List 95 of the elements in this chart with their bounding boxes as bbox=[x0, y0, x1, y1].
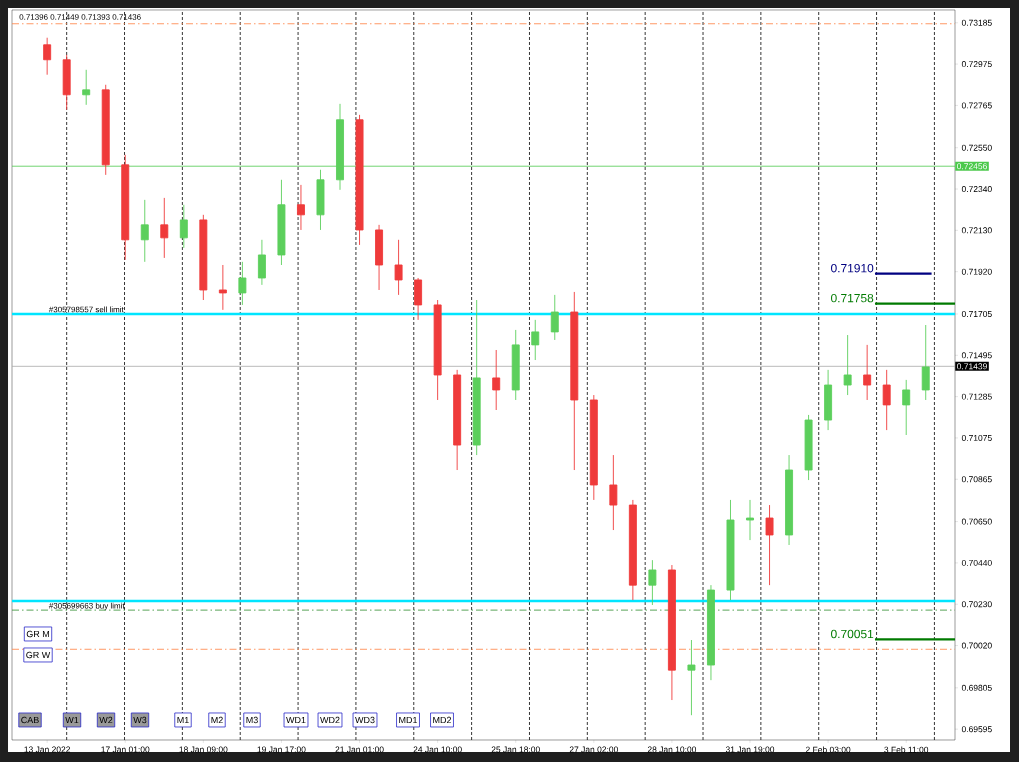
ref-line-label: 0.71758 bbox=[831, 293, 874, 303]
annotation: M1 bbox=[177, 716, 189, 724]
candlestick bbox=[687, 639, 696, 716]
annotation: M3 bbox=[246, 716, 258, 724]
candlestick bbox=[648, 559, 657, 606]
x-tick-label: 2 Feb 03:00 bbox=[805, 746, 851, 753]
candlestick bbox=[902, 379, 911, 436]
y-tick-label: 0.72550 bbox=[961, 144, 992, 151]
y-tick-label: 0.70230 bbox=[961, 601, 992, 608]
y-tick-label: 0.70440 bbox=[961, 559, 992, 566]
y-tick-label: 0.69595 bbox=[961, 726, 992, 733]
annotation: GR W bbox=[26, 651, 51, 659]
candlestick bbox=[472, 299, 481, 456]
candlestick bbox=[101, 84, 110, 176]
candlestick bbox=[531, 319, 540, 361]
x-tick-label: 24 Jan 10:00 bbox=[413, 746, 462, 753]
candlestick bbox=[199, 214, 208, 301]
candlestick bbox=[238, 261, 247, 306]
candlestick bbox=[570, 291, 579, 471]
candlestick bbox=[707, 584, 715, 681]
candlestick bbox=[316, 169, 325, 231]
candlestick bbox=[453, 369, 462, 471]
candlestick bbox=[375, 224, 384, 291]
annotation: MD1 bbox=[399, 716, 418, 724]
candlestick bbox=[257, 239, 266, 286]
candlestick bbox=[179, 204, 188, 249]
annotation: WD1 bbox=[286, 716, 306, 724]
ref-line-label: 0.70051 bbox=[831, 629, 874, 639]
x-tick-label: 13 Jan 2022 bbox=[24, 746, 71, 753]
y-tick-label: 0.71495 bbox=[961, 352, 992, 359]
candlestick bbox=[921, 324, 930, 401]
candlestick bbox=[843, 334, 852, 396]
annotation: W2 bbox=[99, 716, 113, 724]
x-tick-label: 31 Jan 19:00 bbox=[725, 746, 775, 753]
annotation: M2 bbox=[211, 716, 223, 724]
candlestick bbox=[394, 239, 403, 296]
candlestick bbox=[433, 299, 442, 401]
candlestick bbox=[492, 349, 501, 411]
x-tick-label: 27 Jan 02:00 bbox=[569, 746, 618, 753]
ref-line-label: 0.72456 bbox=[957, 163, 987, 170]
candlestick bbox=[121, 154, 130, 261]
candlestick bbox=[414, 277, 423, 321]
candlestick bbox=[550, 294, 559, 341]
candlestick bbox=[277, 179, 286, 266]
y-tick-label: 0.73185 bbox=[961, 19, 992, 26]
candlestick bbox=[882, 369, 891, 431]
annotation: W1 bbox=[65, 716, 79, 724]
candlestick bbox=[82, 69, 91, 106]
candlestick bbox=[746, 499, 754, 541]
candlestick bbox=[218, 264, 227, 311]
candlestick bbox=[609, 454, 618, 531]
candlestick bbox=[863, 344, 872, 401]
candlestick bbox=[785, 454, 794, 546]
y-tick-label: 0.71075 bbox=[961, 434, 992, 441]
candlestick bbox=[140, 199, 149, 263]
annotation: MD2 bbox=[433, 716, 452, 724]
candlestick bbox=[589, 394, 598, 501]
candlestick bbox=[336, 103, 344, 191]
candlestick bbox=[160, 197, 169, 259]
y-tick-label: 0.72975 bbox=[961, 61, 992, 68]
ref-line-label: 0.71439 bbox=[957, 363, 987, 370]
candlestick bbox=[43, 37, 52, 76]
candlestick bbox=[628, 499, 637, 601]
candlestick bbox=[765, 504, 774, 586]
x-tick-label: 28 Jan 10:00 bbox=[647, 746, 697, 753]
candlestick bbox=[667, 564, 676, 701]
annotation: WD2 bbox=[320, 716, 340, 724]
y-tick-label: 0.70020 bbox=[961, 642, 992, 649]
candlestick bbox=[804, 414, 813, 481]
y-tick-label: 0.72765 bbox=[961, 102, 992, 109]
y-tick-label: 0.72130 bbox=[961, 227, 992, 234]
candlestick bbox=[726, 499, 735, 601]
candlestick bbox=[511, 329, 520, 401]
annotation: WD3 bbox=[355, 716, 375, 724]
annotation: GR M bbox=[26, 630, 49, 638]
candlestick bbox=[297, 184, 305, 231]
annotation: W3 bbox=[133, 716, 147, 724]
y-tick-label: 0.71285 bbox=[961, 393, 992, 400]
x-tick-label: 19 Jan 17:00 bbox=[257, 746, 306, 753]
y-tick-label: 0.70865 bbox=[961, 476, 992, 483]
y-tick-label: 0.69805 bbox=[961, 684, 992, 691]
y-tick-label: 0.71705 bbox=[961, 310, 992, 317]
y-tick-label: 0.72340 bbox=[961, 186, 992, 193]
x-tick-label: 17 Jan 01:00 bbox=[101, 746, 150, 753]
annotation: CAB bbox=[21, 716, 39, 724]
x-tick-label: 3 Feb 11:00 bbox=[884, 746, 929, 753]
candlestick bbox=[62, 54, 71, 111]
x-tick-label: 18 Jan 09:00 bbox=[179, 746, 228, 753]
y-tick-label: 0.71920 bbox=[961, 268, 992, 275]
y-tick-label: 0.70650 bbox=[961, 518, 992, 525]
candlestick bbox=[824, 369, 833, 431]
ref-line-label: 0.71910 bbox=[831, 263, 874, 273]
x-tick-label: 21 Jan 01:00 bbox=[335, 746, 384, 753]
x-tick-label: 25 Jan 18:00 bbox=[491, 746, 540, 753]
candlestick bbox=[355, 114, 364, 246]
